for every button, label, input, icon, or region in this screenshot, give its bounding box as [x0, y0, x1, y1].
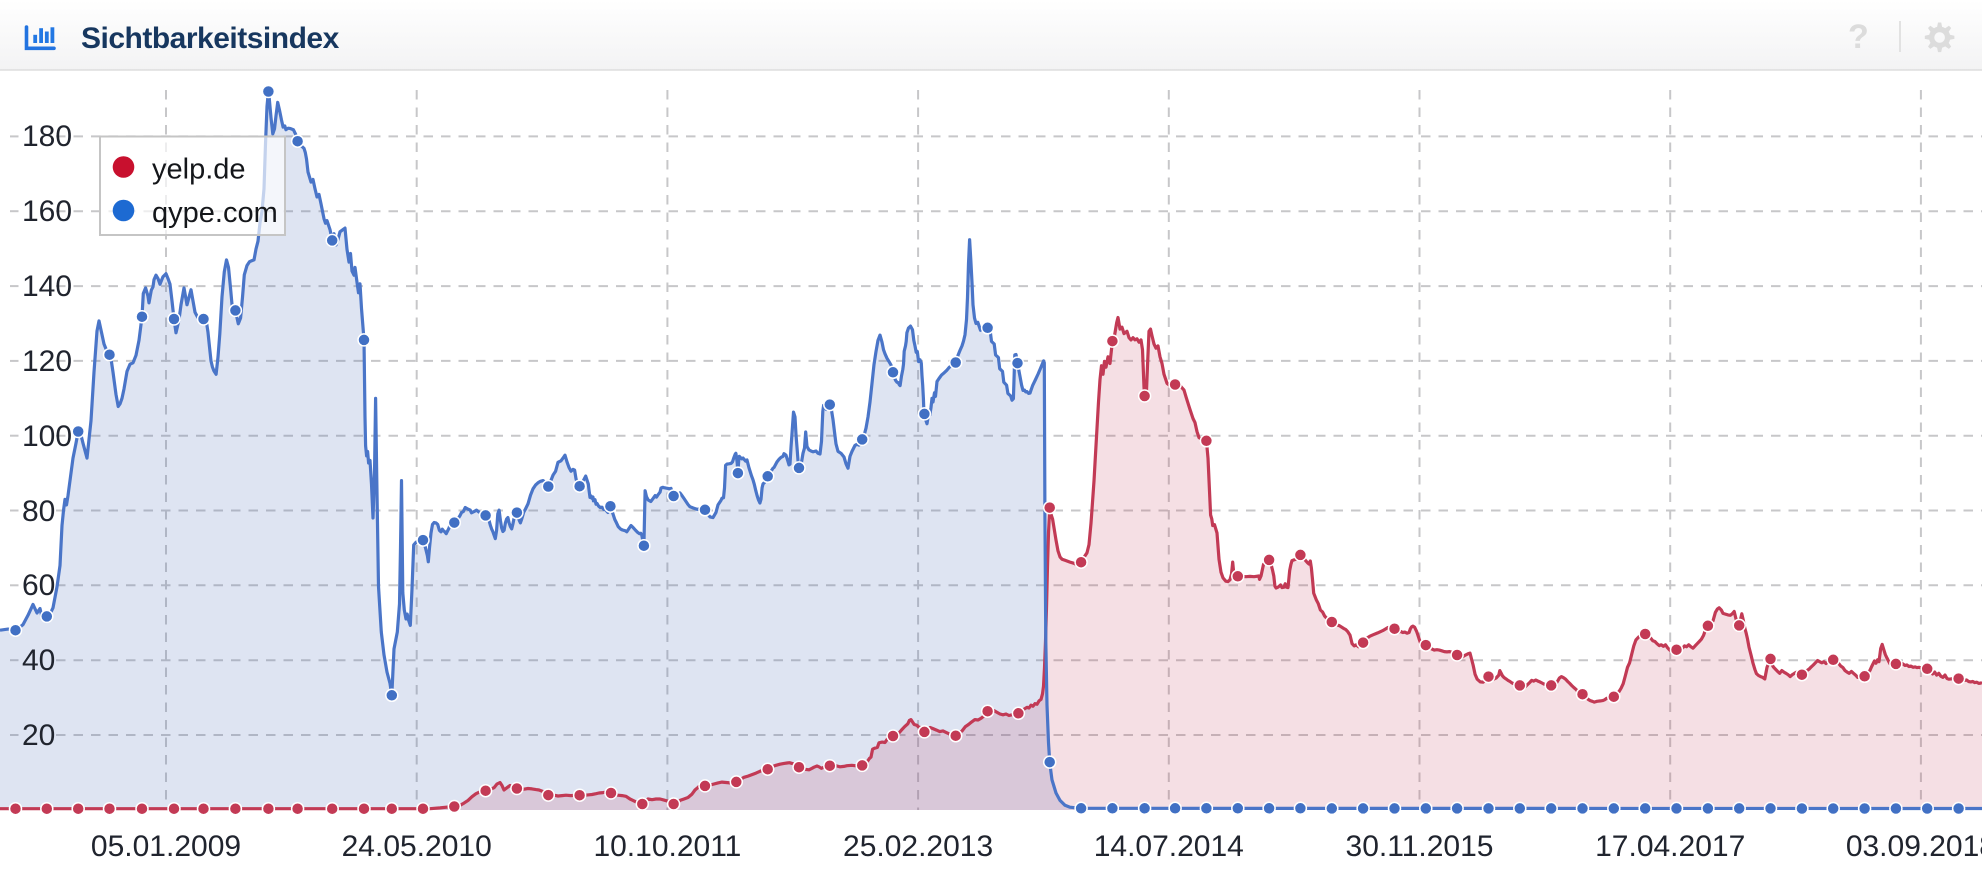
svg-text:qype.com: qype.com	[152, 197, 278, 229]
svg-text:180: 180	[22, 120, 72, 153]
svg-text:17.04.2017: 17.04.2017	[1595, 830, 1745, 863]
svg-text:140: 140	[22, 270, 72, 303]
svg-text:20: 20	[22, 719, 55, 752]
svg-text:24.05.2010: 24.05.2010	[342, 830, 492, 863]
svg-text:160: 160	[22, 195, 72, 228]
svg-text:25.02.2013: 25.02.2013	[843, 830, 993, 863]
svg-text:100: 100	[22, 420, 72, 453]
svg-text:yelp.de: yelp.de	[152, 154, 246, 186]
svg-text:Sichtbarkeitsindex: Sichtbarkeitsindex	[81, 22, 340, 55]
svg-text:03.09.2018: 03.09.2018	[1846, 830, 1982, 863]
svg-text:05.01.2009: 05.01.2009	[91, 830, 241, 863]
svg-text:?: ?	[1848, 18, 1869, 56]
svg-text:80: 80	[22, 495, 55, 528]
svg-text:40: 40	[22, 644, 55, 677]
svg-text:60: 60	[22, 569, 55, 602]
svg-text:14.07.2014: 14.07.2014	[1094, 830, 1244, 863]
svg-text:30.11.2015: 30.11.2015	[1346, 830, 1494, 863]
svg-text:10.10.2011: 10.10.2011	[593, 830, 741, 863]
svg-text:120: 120	[22, 345, 72, 378]
